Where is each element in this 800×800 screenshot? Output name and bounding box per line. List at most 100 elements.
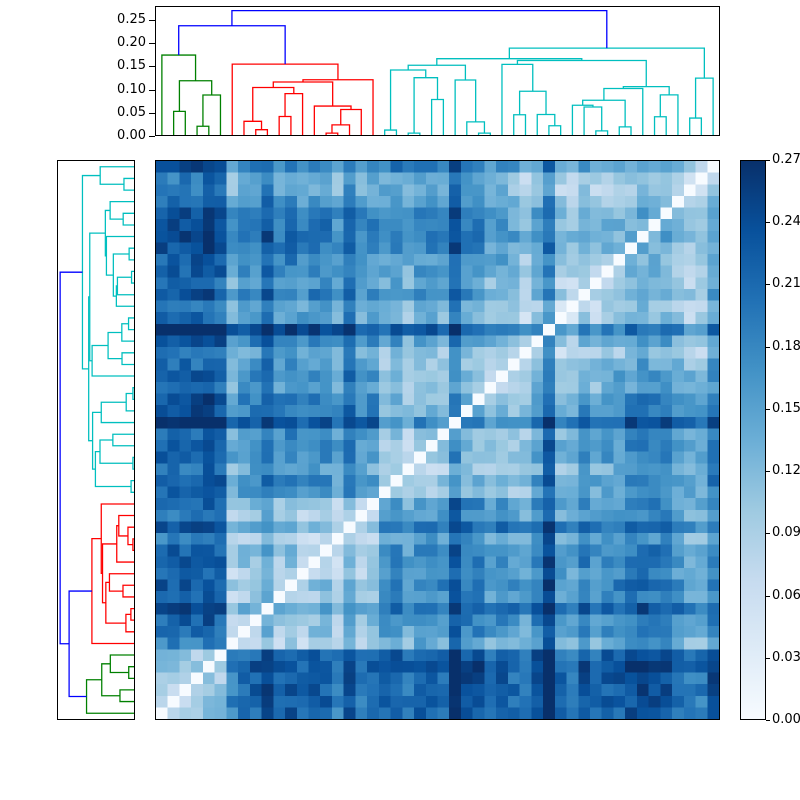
dendrogram-link bbox=[119, 689, 134, 703]
dendrogram-link bbox=[518, 90, 547, 115]
dendrogram-link bbox=[85, 679, 134, 714]
dendrogram-link bbox=[68, 590, 92, 698]
dendrogram-link bbox=[548, 125, 562, 135]
dendrogram-link bbox=[659, 94, 679, 135]
dendrogram-link bbox=[508, 47, 705, 79]
dendrogram-link bbox=[407, 132, 421, 135]
dendrogram-link bbox=[112, 433, 134, 447]
dendrogram-link bbox=[622, 86, 670, 95]
dendrogram-link bbox=[109, 654, 134, 674]
dendrogram-link bbox=[130, 480, 134, 493]
dendrogram-link bbox=[161, 54, 197, 135]
dendrogram-link bbox=[501, 63, 534, 135]
dendrogram-link bbox=[595, 130, 609, 135]
colorbar-tick bbox=[766, 720, 770, 721]
colorbar-tick bbox=[766, 471, 770, 473]
dendrogram-link bbox=[108, 573, 134, 592]
dendrogram-link bbox=[582, 99, 626, 127]
dendrogram-link bbox=[231, 10, 608, 49]
dendrogram-link bbox=[130, 270, 134, 284]
dendrogram-link bbox=[284, 93, 304, 135]
dendrogram-link bbox=[313, 105, 352, 135]
dendrogram-link bbox=[694, 77, 714, 135]
dendrogram-link bbox=[128, 666, 134, 679]
dendrogram-link bbox=[325, 132, 339, 135]
dendrogram-link bbox=[94, 451, 132, 488]
dendrogram-link bbox=[272, 81, 334, 107]
dendrogram-link bbox=[454, 79, 477, 135]
dendrogram-link bbox=[278, 115, 292, 135]
dendrogram-link bbox=[178, 25, 286, 65]
colorbar-tick bbox=[766, 346, 770, 348]
dendrogram-link bbox=[109, 201, 134, 220]
dendrogram-link bbox=[100, 503, 134, 574]
colorbar-tick bbox=[766, 284, 770, 286]
dendrogram-link bbox=[172, 110, 186, 135]
dendrogram-link bbox=[243, 120, 263, 135]
colorbar-tick bbox=[766, 533, 770, 535]
dendrogram-link bbox=[132, 538, 134, 552]
colorbar-tick-label: 0.12 bbox=[772, 463, 800, 479]
colorbar bbox=[740, 160, 766, 720]
dendrogram-link bbox=[128, 247, 134, 261]
colorbar-tick-label: 0.15 bbox=[772, 400, 800, 416]
dendrogram-link bbox=[384, 129, 398, 135]
dendrogram-link bbox=[513, 114, 527, 135]
dendrogram-link bbox=[91, 344, 134, 377]
colorbar-tick bbox=[766, 160, 770, 161]
dendrogram-link bbox=[59, 271, 83, 645]
top-dendrogram-panel bbox=[155, 6, 720, 136]
dendrogram-link bbox=[571, 104, 594, 135]
dendrogram-link bbox=[99, 439, 133, 464]
dendrogram-link bbox=[255, 129, 269, 135]
dendrogram-link bbox=[105, 581, 126, 624]
colorbar-tick bbox=[766, 595, 770, 597]
dendrogram-link bbox=[430, 98, 445, 135]
dendrogram-link bbox=[477, 132, 491, 135]
top-dendrogram-y-tick bbox=[149, 66, 155, 68]
dendrogram-link bbox=[689, 117, 703, 135]
colorbar-tick-label: 0.27 bbox=[772, 152, 800, 167]
dendrogram-link bbox=[105, 235, 134, 276]
dendrogram-link bbox=[118, 514, 134, 537]
dendrogram-link bbox=[81, 174, 101, 370]
top-dendrogram-y-tick bbox=[149, 19, 155, 21]
colorbar-tick-label: 0.03 bbox=[772, 649, 800, 665]
colorbar-gradient bbox=[741, 161, 765, 719]
dendrogram-link bbox=[99, 166, 134, 185]
dendrogram-link bbox=[389, 69, 427, 131]
dendrogram-link bbox=[340, 108, 362, 135]
dendrogram-link bbox=[89, 232, 106, 362]
dendrogram-link bbox=[122, 212, 134, 226]
colorbar-tick bbox=[766, 657, 770, 659]
dendrogram-link bbox=[115, 285, 134, 307]
distance-matrix-heatmap bbox=[156, 161, 719, 719]
dendrogram-link bbox=[202, 94, 222, 135]
heatmap-panel bbox=[155, 160, 720, 720]
colorbar-tick-label: 0.18 bbox=[772, 338, 800, 354]
dendrogram-link bbox=[121, 352, 134, 366]
top-dendrogram-y-tick-label: 0.00 bbox=[117, 128, 146, 143]
dendrogram-link bbox=[516, 59, 647, 87]
dendrogram-link bbox=[302, 79, 374, 135]
colorbar-tick bbox=[766, 222, 770, 224]
dendrogram-link bbox=[618, 126, 632, 135]
dendrogram-link bbox=[130, 607, 134, 621]
colorbar-tick-label: 0.24 bbox=[772, 214, 800, 230]
colorbar-tick-label: 0.09 bbox=[772, 525, 800, 541]
dendrogram-link bbox=[536, 113, 556, 135]
dendrogram-link bbox=[107, 331, 123, 360]
top-dendrogram-y-tick-label: 0.25 bbox=[117, 11, 146, 27]
colorbar-tick-label: 0.06 bbox=[772, 587, 800, 603]
left-dendrogram-panel bbox=[57, 160, 135, 720]
dendrogram-link bbox=[123, 177, 134, 191]
dendrogram-link bbox=[178, 80, 213, 112]
colorbar-tick-label: 0.21 bbox=[772, 276, 800, 292]
colorbar-tick-label: 0.00 bbox=[772, 712, 800, 727]
dendrogram-link bbox=[100, 401, 134, 424]
dendrogram-link bbox=[122, 584, 134, 598]
top-dendrogram-y-tick bbox=[149, 112, 155, 114]
top-dendrogram-y-tick-label: 0.05 bbox=[117, 104, 146, 120]
dendrogram-link bbox=[196, 125, 210, 135]
